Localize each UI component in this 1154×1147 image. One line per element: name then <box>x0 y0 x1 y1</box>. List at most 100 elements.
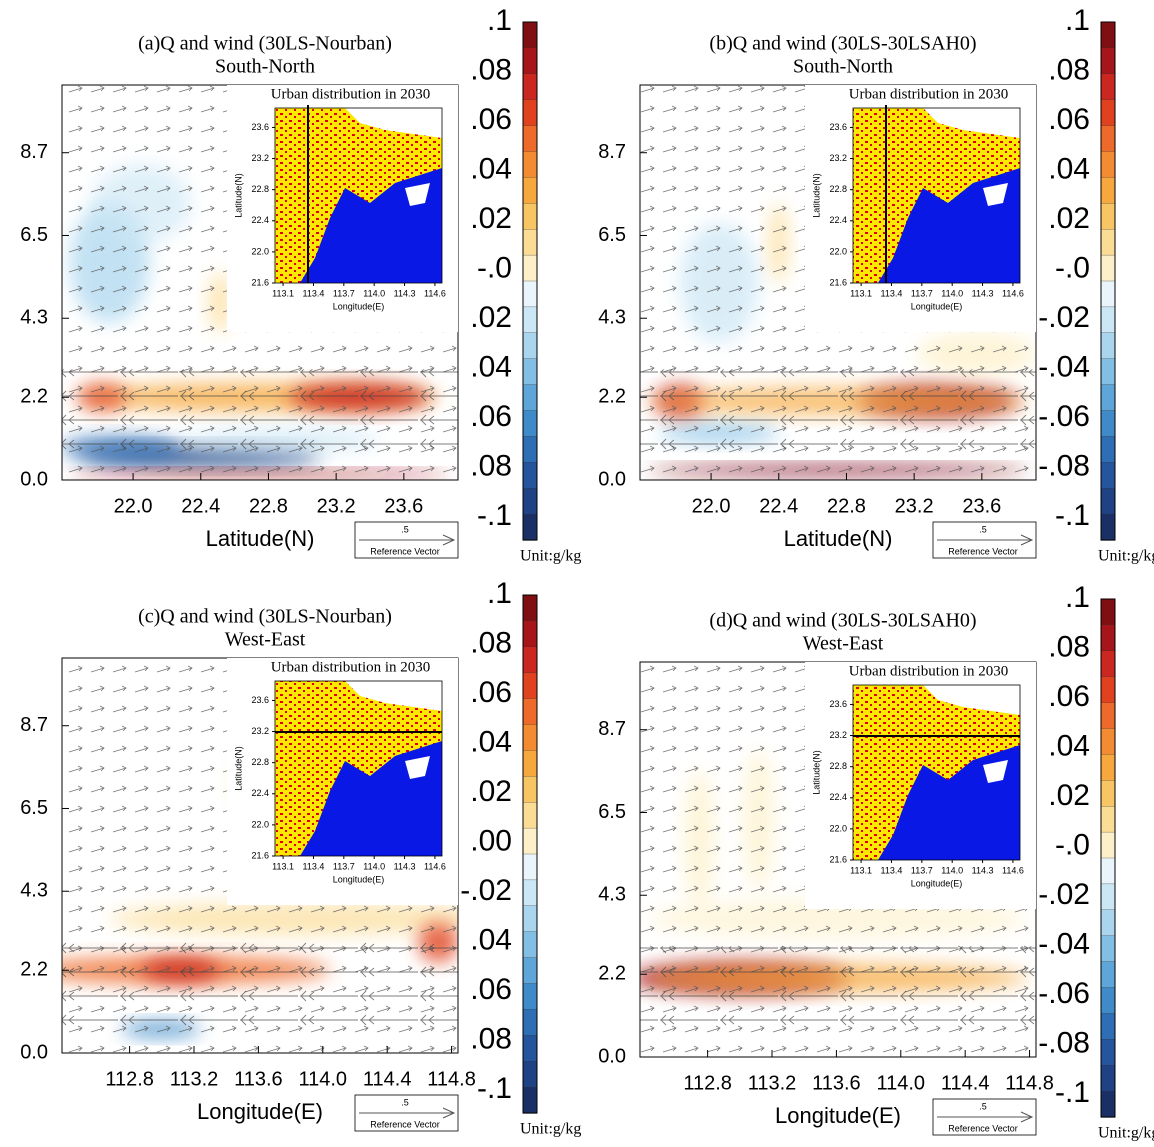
colorbar-tick-label: .02 <box>1048 202 1090 235</box>
colorbar-segment <box>522 1086 538 1114</box>
x-tick-label: 114.0 <box>876 1072 925 1094</box>
inset-x-tick-label: 113.4 <box>303 288 325 298</box>
colorbar-segment <box>522 853 538 881</box>
colorbar-segment <box>1100 177 1116 204</box>
colorbar-segment <box>522 73 538 101</box>
inset-x-tick-label: 114.6 <box>1002 288 1024 298</box>
inset-white <box>345 108 442 138</box>
inset-island <box>983 183 1008 206</box>
x-axis-label: Longitude(E) <box>197 1099 323 1124</box>
colorbar-tick-label: .08 <box>470 626 512 659</box>
colorbar-segment <box>1100 624 1116 652</box>
colorbar-tick-label: -.02 <box>1038 301 1090 334</box>
colorbar-segment <box>1100 436 1116 463</box>
y-tick-label: 2.2 <box>598 386 626 408</box>
colorbar-segment <box>522 384 538 412</box>
inset-island <box>405 756 430 779</box>
colorbar-tick-label: .04 <box>470 152 512 185</box>
inset-land <box>853 108 1020 283</box>
inset-y-tick-label: 22.8 <box>829 761 847 771</box>
colorbar-segment <box>522 802 538 829</box>
colorbar-tick-label: -.1 <box>477 1072 512 1105</box>
colorbar-tick-label: .04 <box>470 350 512 383</box>
colorbar-tick-label: .06 <box>470 103 512 136</box>
x-axis-label: Latitude(N) <box>206 526 315 551</box>
colorbar-tick-label: -.08 <box>1038 1026 1090 1059</box>
colorbar-segment <box>522 1061 538 1088</box>
inset-x-tick-label: 114.0 <box>941 865 963 875</box>
y-tick-label: 8.7 <box>20 141 48 163</box>
inset-x-tick-label: 114.6 <box>424 288 446 298</box>
colorbar-segment <box>522 879 538 907</box>
colorbar-segment <box>522 594 538 622</box>
y-tick-label: 2.2 <box>20 959 48 981</box>
reference-value: .5 <box>401 524 409 534</box>
reference-arrowhead <box>1020 534 1034 546</box>
inset-title: Urban distribution in 2030 <box>849 663 1009 679</box>
colorbar-tick-label: .00 <box>470 824 512 857</box>
colorbar-tick-label: .08 <box>470 1022 512 1055</box>
x-axis-label: Longitude(E) <box>775 1103 901 1128</box>
y-tick-label: 8.7 <box>598 141 626 163</box>
colorbar-segment <box>1100 909 1116 937</box>
colorbar-segment <box>522 1009 538 1036</box>
colorbar-tick-label: .08 <box>1048 53 1090 86</box>
y-tick-label: 8.7 <box>20 714 48 736</box>
colorbar-segment <box>1100 806 1116 833</box>
wind-vectors-strong <box>640 946 1036 1034</box>
x-tick-label: 113.2 <box>748 1072 797 1094</box>
colorbar-tick-label: .04 <box>1048 152 1090 185</box>
wind-vectors-strong <box>640 369 1036 457</box>
inset-y-tick-label: 21.6 <box>829 277 847 287</box>
colorbar-tick-label: -.1 <box>1055 499 1090 532</box>
inset-x-label: Longitude(E) <box>333 874 385 884</box>
panel-title: (b)Q and wind (30LS-30LSAH0) <box>709 33 976 55</box>
wind-vectors-strong <box>62 369 458 457</box>
x-tick-label: 22.0 <box>114 495 153 517</box>
inset-x-tick-label: 113.1 <box>272 288 294 298</box>
y-tick-label: 6.5 <box>598 801 626 823</box>
panel-subtitle: West-East <box>225 629 306 651</box>
inset-y-label: Latitude(N) <box>811 750 821 795</box>
colorbar-tick-label: .02 <box>1048 779 1090 812</box>
colorbar-segment <box>1100 229 1116 256</box>
wind-vectors-strong <box>62 942 458 1030</box>
x-tick-label: 113.2 <box>170 1068 219 1090</box>
inset-x-tick-label: 114.3 <box>394 288 416 298</box>
colorbar-tick-label: -.04 <box>1038 350 1090 383</box>
colorbar-segment <box>1100 410 1116 438</box>
inset-x-tick-label: 114.0 <box>363 288 385 298</box>
inset-y-tick-label: 21.6 <box>251 850 269 860</box>
y-tick-label: 0.0 <box>20 468 48 490</box>
inset-y-tick-label: 21.6 <box>829 854 847 864</box>
colorbar-segment <box>1100 332 1116 360</box>
panel: (c)Q and wind (30LS-Nourban)West-East 0.0… <box>20 577 581 1138</box>
panel-title: (d)Q and wind (30LS-30LSAH0) <box>709 610 976 632</box>
colorbar-segment <box>522 513 538 541</box>
colorbar-segment <box>522 254 538 282</box>
reference-arrowhead <box>442 1107 456 1119</box>
colorbar-tick-label: .06 <box>1048 680 1090 713</box>
colorbar-tick-label: .04 <box>470 923 512 956</box>
panel: (d)Q and wind (30LS-30LSAH0)West-East 0.0… <box>598 581 1154 1142</box>
panel-title: (a)Q and wind (30LS-Nourban) <box>138 33 392 55</box>
x-tick-label: 113.6 <box>234 1068 283 1090</box>
colorbar-segment <box>1100 254 1116 282</box>
inset-white <box>923 108 1020 138</box>
x-tick-label: 114.8 <box>1005 1072 1054 1094</box>
colorbar-segment <box>522 151 538 179</box>
colorbar-segment <box>522 1035 538 1062</box>
x-tick-label: 22.4 <box>759 495 798 517</box>
inset-x-label: Longitude(E) <box>911 878 963 888</box>
x-tick-label: 114.4 <box>363 1068 412 1090</box>
inset-x-tick-label: 113.7 <box>333 861 355 871</box>
reference-name: Reference Vector <box>948 1123 1018 1133</box>
inset-land <box>853 685 1020 860</box>
inset-y-tick-label: 22.0 <box>251 246 269 256</box>
colorbar-segment <box>1100 73 1116 101</box>
colorbar-segment <box>522 410 538 438</box>
colorbar-segment <box>522 776 538 803</box>
inset-y-tick-label: 22.8 <box>829 184 847 194</box>
colorbar-tick-label: .08 <box>470 53 512 86</box>
